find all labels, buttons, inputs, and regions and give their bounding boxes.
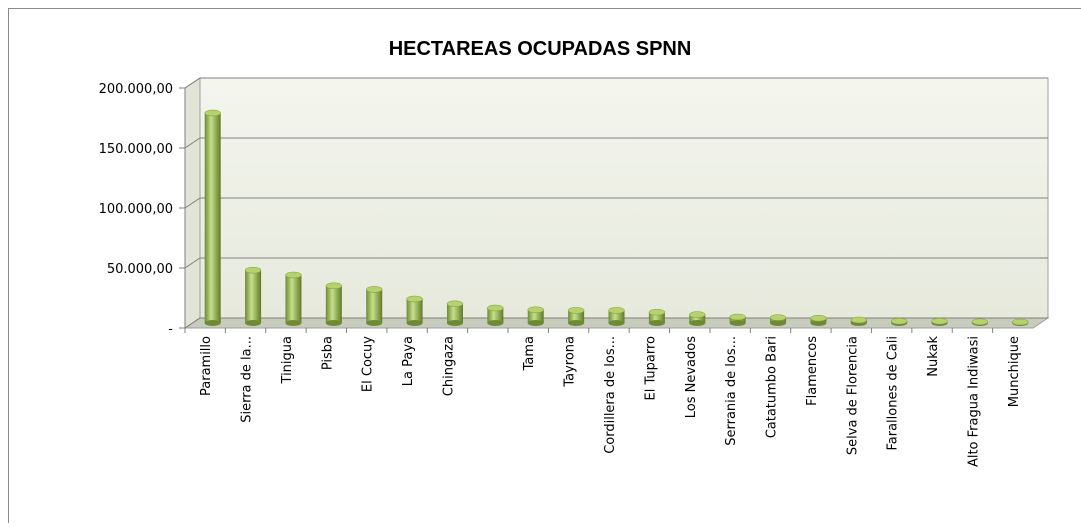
bar-cap — [326, 283, 342, 289]
y-tick-label: 100.000,00 — [99, 202, 173, 217]
bar-cap — [649, 309, 665, 315]
x-tick-label: Nukak — [926, 336, 941, 377]
y-tick-label: 200.000,00 — [99, 82, 173, 97]
x-tick-label: Munchique — [1007, 336, 1022, 407]
bar — [407, 299, 423, 323]
bar-base — [326, 320, 342, 326]
bar-base — [205, 320, 221, 326]
bar-base — [528, 320, 544, 326]
bar-base — [245, 320, 261, 326]
x-tick-label: Tayrona — [563, 336, 578, 388]
bar-cap — [205, 110, 221, 116]
bar — [205, 113, 221, 323]
x-tick-label: El Tuparro — [643, 336, 658, 401]
bar-cap — [1012, 319, 1028, 325]
x-tick-label: Tinigua — [280, 336, 295, 384]
x-tick-label: Serrania de los... — [724, 336, 739, 446]
bar-base — [285, 320, 301, 326]
bar-cap — [568, 307, 584, 313]
bar-cap — [689, 312, 705, 318]
bar-base — [730, 320, 746, 326]
bar-base — [366, 320, 382, 326]
bar-base — [649, 320, 665, 326]
y-tick-label: 150.000,00 — [99, 142, 173, 157]
bar-base — [568, 320, 584, 326]
bar-base — [689, 320, 705, 326]
bar-cap — [609, 307, 625, 313]
x-tick-label: Paramillo — [199, 336, 214, 396]
bar-cap — [810, 315, 826, 321]
x-tick-label: Selva de Florencia — [845, 336, 860, 455]
bar-cap — [285, 272, 301, 278]
y-tick-label: - — [168, 322, 173, 337]
bar-cap — [487, 305, 503, 311]
x-tick-label: Sierra de la... — [240, 336, 255, 423]
bar-base — [447, 320, 463, 326]
bar — [285, 275, 301, 323]
x-tick-label: Chingaza — [441, 336, 456, 396]
bar — [245, 270, 261, 323]
bar-cap — [932, 318, 948, 324]
bar-base — [407, 320, 423, 326]
bar — [366, 289, 382, 323]
bar-cap — [447, 301, 463, 307]
bar-cap — [528, 307, 544, 313]
x-tick-label: Flamencos — [805, 336, 820, 406]
bar-base — [487, 320, 503, 326]
x-tick-label: Tama — [522, 336, 537, 371]
bar-cap — [245, 267, 261, 273]
bar-cap — [851, 317, 867, 323]
chart-title: HECTAREAS OCUPADAS SPNN — [389, 38, 692, 60]
bar-cap — [972, 319, 988, 325]
y-tick-label: 50.000,00 — [107, 262, 173, 277]
x-tick-label: Cordillera de los... — [603, 336, 618, 454]
bar-base — [770, 320, 786, 326]
x-tick-label: El Cocuy — [361, 336, 376, 392]
bar-base — [609, 320, 625, 326]
x-tick-label: Los Nevados — [684, 336, 699, 418]
bar-cap — [407, 296, 423, 302]
x-tick-label: Farallones de Cali — [886, 336, 901, 451]
bar-cap — [730, 314, 746, 320]
bar-cap — [891, 318, 907, 324]
bar-cap — [366, 286, 382, 292]
x-tick-label: Alto Fragua Indiwasi — [966, 336, 981, 467]
bar-cap — [770, 315, 786, 321]
x-tick-label: La Paya — [401, 336, 416, 386]
x-tick-label: Pisba — [320, 336, 335, 370]
x-tick-label: Catatumbo Bari — [765, 336, 780, 438]
bar — [326, 286, 342, 323]
